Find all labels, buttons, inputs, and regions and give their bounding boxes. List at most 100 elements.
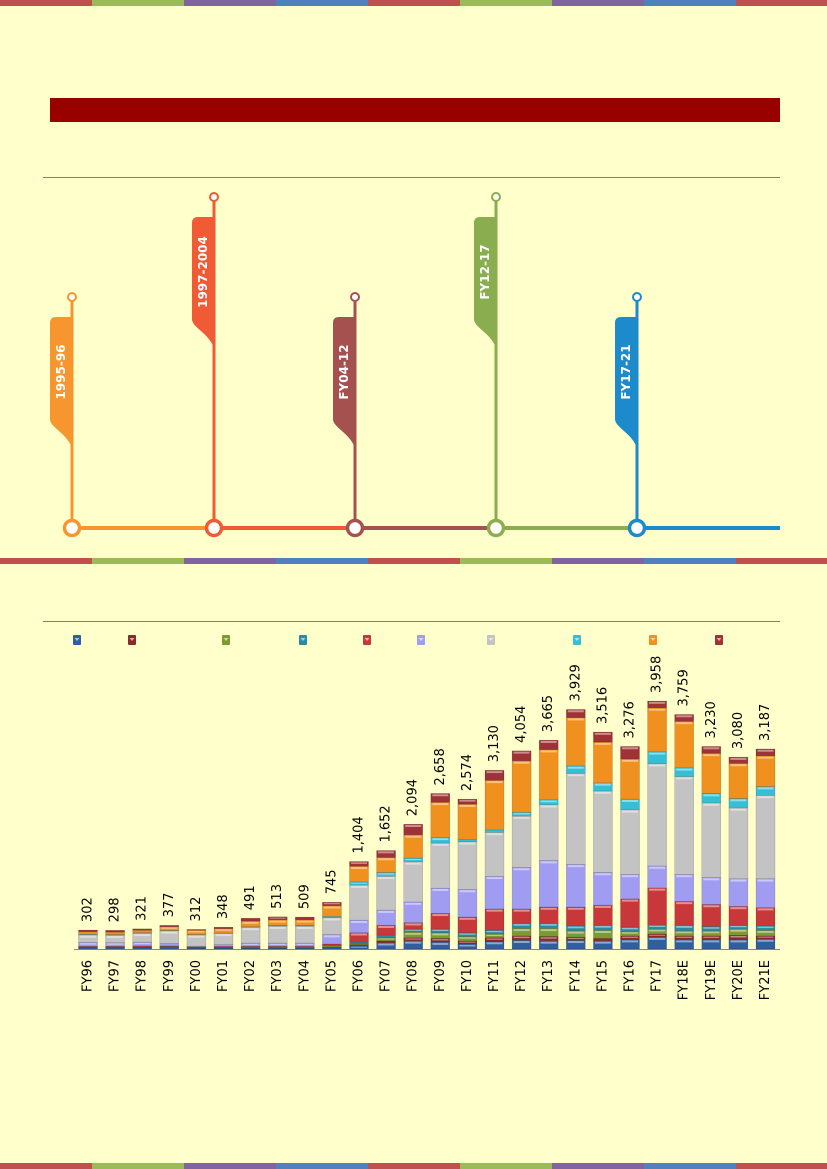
legend-marker-icon [300, 638, 306, 641]
bar-segment [511, 923, 532, 929]
bar-segment [78, 931, 98, 935]
bar-segment-highlight [296, 943, 313, 945]
bar-segment-highlight [351, 885, 367, 888]
bar-value-label: 3,516 [595, 687, 610, 724]
bar-segment-highlight [459, 799, 476, 802]
bar-segment-highlight [649, 764, 666, 767]
bar-segment-highlight [405, 941, 422, 944]
bar-segment [620, 874, 640, 900]
category-label: FY99 [162, 960, 177, 992]
bar-segment [376, 940, 396, 943]
bar-segment [240, 917, 261, 922]
bar-stack [647, 700, 667, 950]
bar-value-label: 3,130 [487, 725, 502, 762]
stripe-segment [184, 0, 276, 6]
timeline-flag [615, 317, 639, 457]
bar-segment-highlight [567, 718, 584, 721]
bar-segment-highlight [567, 926, 584, 929]
bar-segment [728, 756, 749, 764]
bar-segment-highlight [703, 747, 720, 750]
category-label: FY10 [460, 960, 475, 992]
bar-stack [620, 746, 640, 950]
bar-segment-highlight [757, 936, 774, 938]
bar-segment-highlight [513, 868, 530, 871]
bar-segment [647, 928, 667, 935]
bar-segment-highlight [405, 923, 422, 926]
bar-segment [674, 930, 694, 937]
category-label: FY09 [433, 960, 448, 992]
bar-segment-highlight [594, 925, 611, 928]
bar-segment-highlight [703, 931, 720, 934]
timeline-label: FY12-17 [478, 244, 492, 299]
bar-segment-highlight [540, 937, 557, 939]
bar-segment-highlight [730, 929, 747, 932]
category-label: FY07 [379, 960, 394, 992]
bar-segment [647, 700, 667, 709]
bar-segment [105, 945, 125, 948]
bar-segment [566, 906, 586, 927]
bar-value-label: 2,658 [433, 748, 448, 785]
bar-segment-highlight [80, 935, 96, 938]
bar-segment [647, 887, 667, 926]
bar-segment-highlight [703, 905, 720, 908]
bar-segment [430, 802, 451, 838]
bar-segment-highlight [80, 943, 96, 945]
bar-segment [538, 923, 559, 929]
bar-segment-highlight [486, 833, 503, 836]
bar-segment [213, 944, 234, 947]
bar-segment [322, 905, 342, 917]
bar-segment-highlight [405, 938, 422, 940]
category-label: FY03 [270, 960, 285, 992]
bar-segment-highlight [622, 940, 638, 943]
bar-segment-highlight [513, 909, 530, 912]
bar-segment-highlight [594, 941, 611, 944]
bar-segment-highlight [622, 759, 638, 762]
bar-segment [376, 850, 396, 858]
bar-segment [430, 842, 451, 889]
bar-segment [240, 945, 261, 948]
bar-segment-highlight [730, 757, 747, 760]
bar-segment-highlight [622, 810, 638, 813]
bar-segment [620, 898, 640, 928]
bar-segment-highlight [622, 747, 638, 750]
bar-segment [349, 861, 369, 867]
bar-segment-highlight [351, 920, 367, 923]
bar-segment [538, 749, 559, 801]
bar-segment [105, 931, 125, 935]
bar-segment-highlight [513, 816, 530, 819]
bar-segment [674, 721, 694, 769]
bar-segment-highlight [567, 710, 584, 713]
bar-segment-highlight [676, 875, 693, 878]
bar-segment-highlight [676, 925, 693, 928]
bar-segment-highlight [405, 862, 422, 865]
bar-segment-highlight [703, 927, 720, 929]
bar-segment [457, 839, 478, 843]
bar-segment-highlight [622, 936, 638, 938]
bar-segment-highlight [730, 925, 747, 928]
bar-segment [593, 924, 613, 931]
bar-segment-highlight [757, 796, 774, 799]
stripe-segment [460, 1163, 552, 1169]
stripe-segment [644, 0, 736, 6]
legend-marker-icon [716, 638, 722, 641]
bar-segment [593, 872, 613, 906]
bar-segment-highlight [351, 862, 367, 864]
category-label: FY15 [595, 960, 610, 992]
bar-segment [511, 760, 532, 813]
bar-segment [701, 877, 722, 905]
bar-value-label: 1,404 [352, 816, 367, 853]
timeline-node-icon [627, 518, 647, 538]
category-label: FY14 [568, 960, 583, 992]
bar-segment-highlight [649, 934, 666, 936]
bar-segment [159, 943, 180, 947]
bar-segment [159, 925, 180, 927]
stripe-segment [736, 558, 827, 564]
bar-segment [484, 780, 505, 831]
bar-segment-highlight [323, 906, 340, 909]
bar-segment [647, 865, 667, 889]
timeline-flag [474, 217, 498, 357]
bar-value-label: 348 [216, 894, 231, 919]
bar-segment-highlight [649, 752, 666, 755]
legend-item [363, 635, 371, 645]
stripe-segment [0, 0, 92, 6]
